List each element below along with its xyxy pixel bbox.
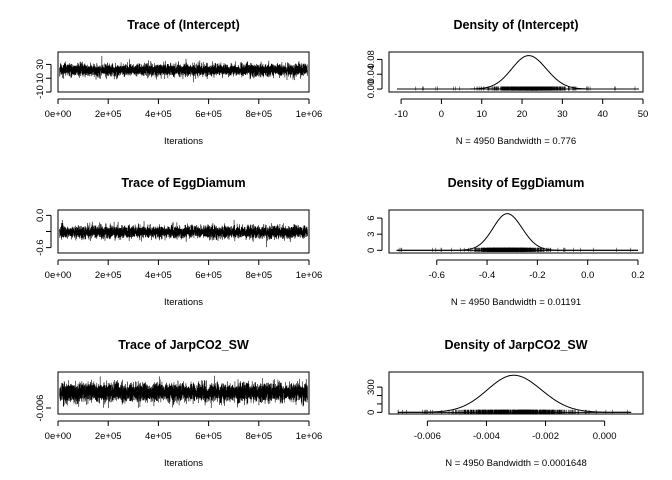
density-curve — [396, 213, 638, 251]
x-tick-label: 0.000 — [593, 431, 617, 442]
panel-3: Trace of EggDiamum 0e+00 2e+05 4e+05 6e+05 8e… — [35, 176, 322, 308]
x-tick-label: -0.4 — [479, 270, 495, 281]
x-tick-label: 1e+06 — [296, 431, 323, 442]
x-tick-label: 0 — [439, 109, 444, 120]
x-tick-label: 0.0 — [581, 270, 594, 281]
x-tick-label: 50 — [638, 109, 649, 120]
plot-frame — [57, 371, 310, 415]
x-tick-label: -0.2 — [529, 270, 545, 281]
y-tick-label: 10 — [35, 73, 46, 84]
x-tick-label: 6e+05 — [195, 109, 222, 120]
y-tick-label: -0.6 — [35, 239, 46, 255]
plot-frame — [388, 371, 644, 415]
rug-marks — [415, 86, 636, 91]
panel-title: Density of EggDiamum — [448, 176, 585, 190]
panel-title: Density of (Intercept) — [453, 18, 578, 32]
panel-title: Trace of EggDiamum — [121, 176, 245, 190]
x-tick-label: 4e+05 — [145, 109, 172, 120]
x-tick-label: 0.2 — [631, 270, 644, 281]
y-tick-label: 0.04 — [366, 65, 377, 84]
x-tick-label: 2e+05 — [95, 431, 122, 442]
x-tick-label: 20 — [517, 109, 528, 120]
plot-frame — [388, 51, 644, 93]
x-tick-label: 6e+05 — [195, 270, 222, 281]
panel-5: Trace of JarpCO2_SW 0e+00 2e+05 4e+05 6e+05 8… — [35, 338, 322, 469]
panel-title: Trace of (Intercept) — [127, 18, 240, 32]
x-tick-label: 30 — [557, 109, 568, 120]
y-tick-label: -0.006 — [35, 395, 46, 422]
x-tick-label: 4e+05 — [145, 270, 172, 281]
x-tick-label: 40 — [597, 109, 608, 120]
plot-frame — [388, 209, 644, 254]
panel-1: Trace of (Intercept) 0e+00 2e+05 4e+05 6e+05… — [35, 18, 322, 147]
y-tick-label: 0 — [366, 248, 377, 253]
x-tick-label: 1e+06 — [296, 109, 323, 120]
x-axis-label: Iterations — [164, 136, 203, 147]
x-tick-label: 2e+05 — [95, 270, 122, 281]
panel-6: Density of JarpCO2_SW -0.006 -0.004 -0.002 0… — [366, 338, 644, 469]
x-axis-label: N = 4950 Bandwidth = 0.0001648 — [445, 458, 587, 469]
x-tick-label: 2e+05 — [95, 109, 122, 120]
x-tick-label: 6e+05 — [195, 431, 222, 442]
y-tick-label: 0.0 — [35, 209, 46, 222]
x-tick-label: 0e+00 — [45, 431, 72, 442]
x-axis-label: Iterations — [164, 458, 203, 469]
trace-line — [59, 55, 308, 83]
x-axis-label: Iterations — [164, 297, 203, 308]
x-tick-label: 1e+06 — [296, 270, 323, 281]
x-tick-label: -0.6 — [429, 270, 445, 281]
x-tick-label: -0.004 — [473, 431, 500, 442]
trace-line — [59, 219, 308, 248]
x-tick-label: 10 — [476, 109, 487, 120]
x-tick-label: -0.006 — [414, 431, 441, 442]
panel-4: Density of EggDiamum -0.6 -0.4 -0.2 0.0 0.2 N … — [366, 176, 645, 308]
panel-title: Trace of JarpCO2_SW — [118, 338, 249, 352]
x-tick-label: 0e+00 — [45, 270, 72, 281]
y-tick-label: 0.00 — [366, 80, 377, 99]
density-curve — [397, 55, 639, 90]
y-tick-label: -10 — [35, 85, 46, 99]
x-tick-label: 8e+05 — [245, 270, 272, 281]
plot-frame — [57, 209, 310, 254]
x-tick-label: 8e+05 — [245, 109, 272, 120]
y-tick-label: 0 — [366, 410, 377, 415]
x-axis-label: N = 4950 Bandwidth = 0.01191 — [451, 297, 581, 308]
density-curve — [397, 374, 632, 413]
x-axis-label: N = 4950 Bandwidth = 0.776 — [456, 136, 576, 147]
y-tick-label: 30 — [35, 59, 46, 70]
y-tick-label: 0.08 — [366, 50, 377, 69]
x-tick-label: 0e+00 — [45, 109, 72, 120]
plot-frame — [57, 51, 310, 93]
x-tick-label: 4e+05 — [145, 431, 172, 442]
y-tick-label: 3 — [366, 232, 377, 237]
x-tick-label: 8e+05 — [245, 431, 272, 442]
panel-2: Density of (Intercept) -10 0 10 20 30 40 50 N = … — [366, 18, 648, 147]
x-tick-label: -10 — [394, 109, 408, 120]
x-tick-label: -0.002 — [532, 431, 559, 442]
y-tick-label: 6 — [366, 215, 377, 220]
trace-line — [59, 375, 308, 409]
panel-title: Density of JarpCO2_SW — [444, 338, 587, 352]
y-tick-label: 300 — [366, 379, 377, 395]
